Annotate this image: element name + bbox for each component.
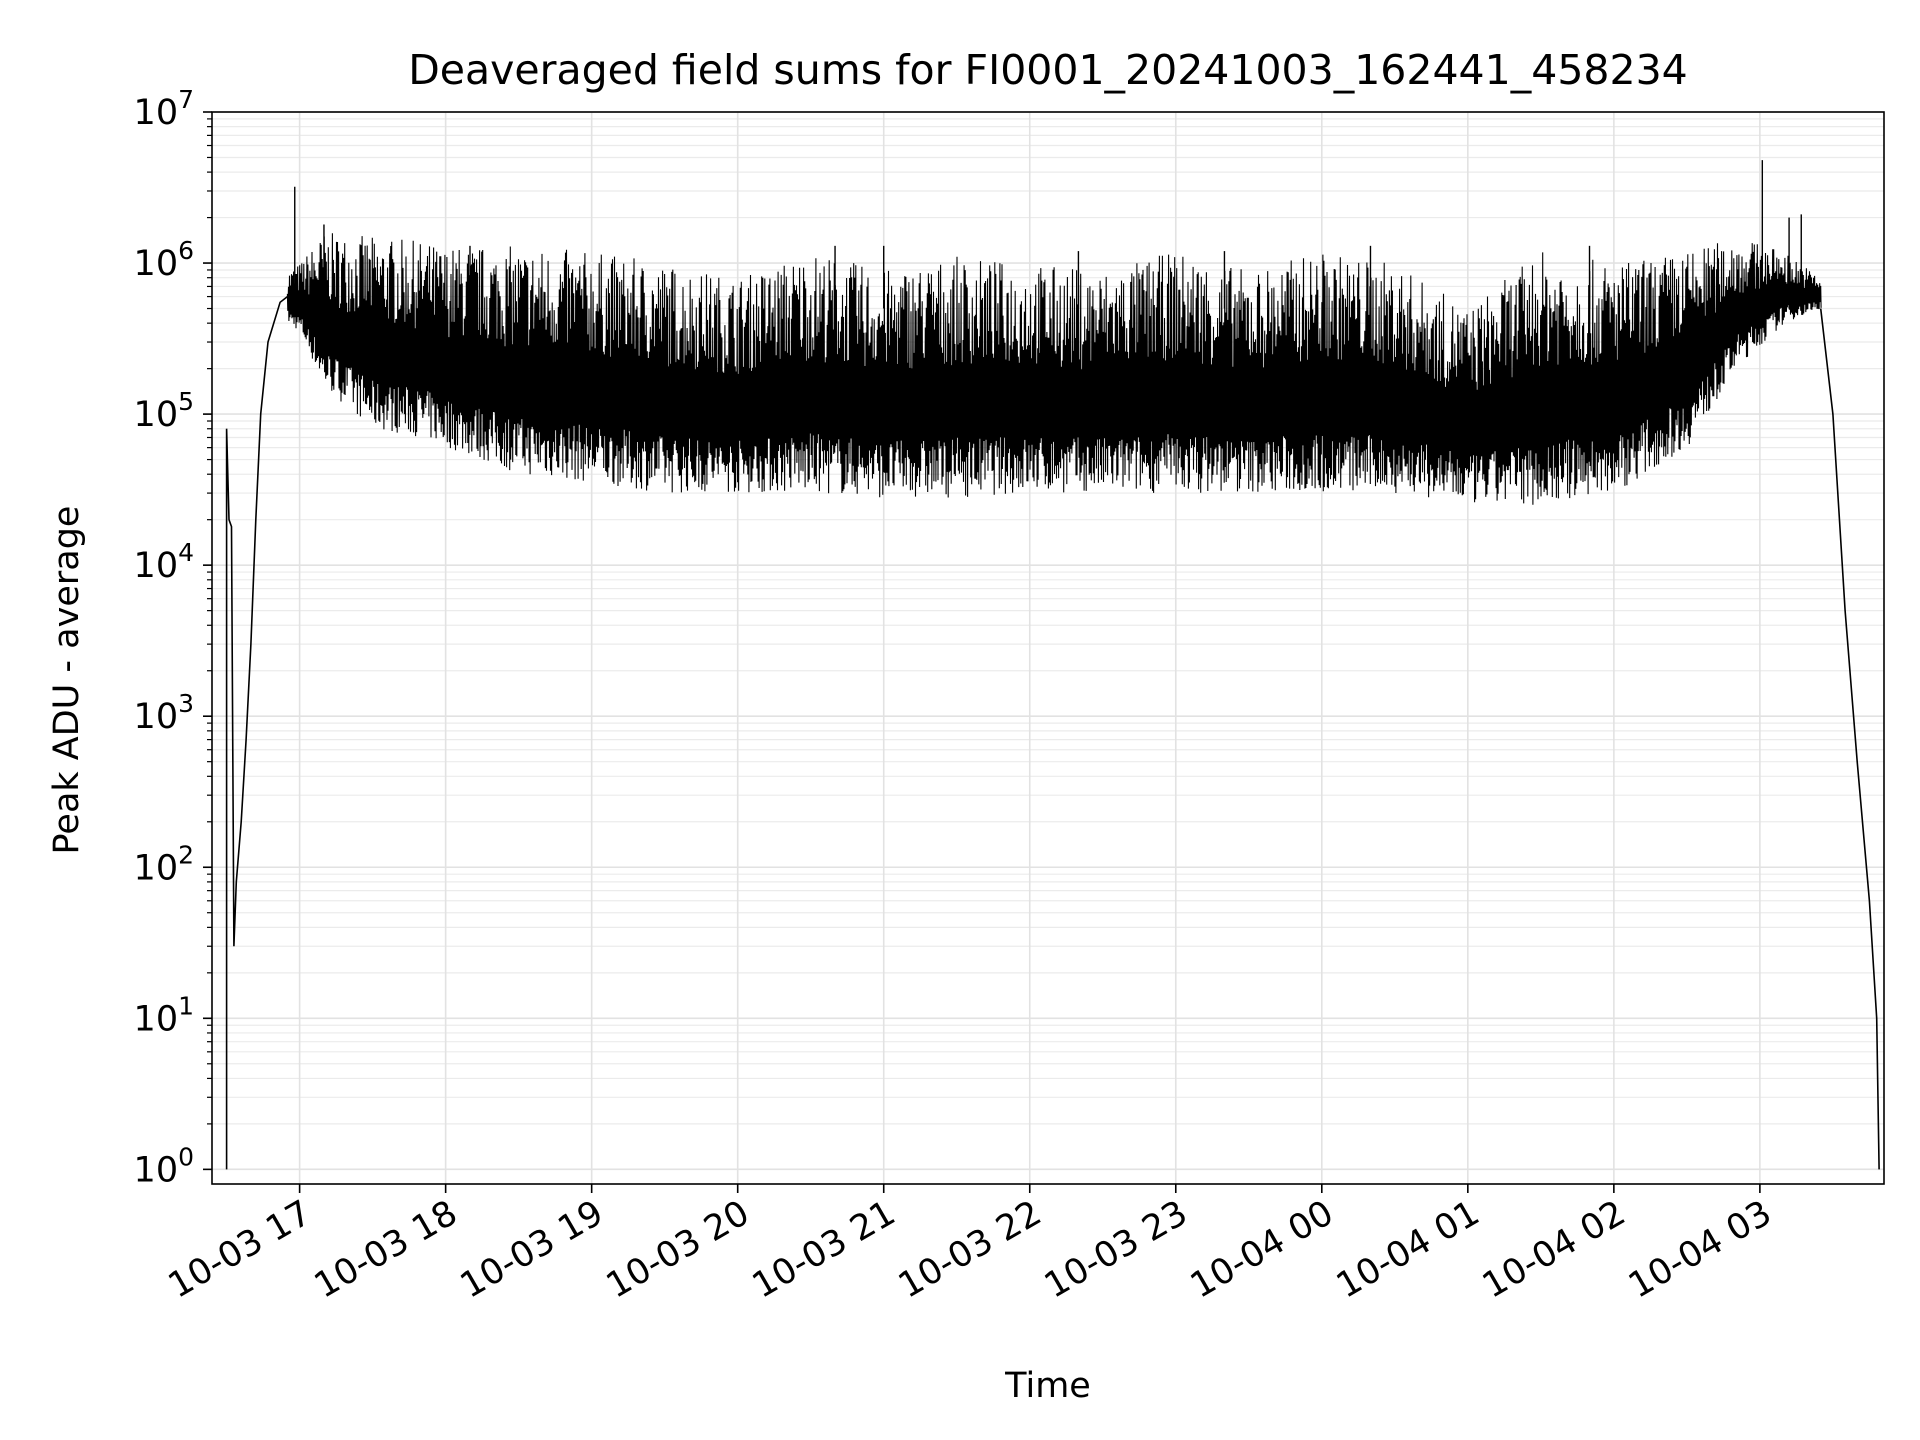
x-axis-label: Time xyxy=(1004,1366,1091,1406)
y-axis: 100 101 102 103 104 105 106 107 xyxy=(134,85,212,1190)
y-tick-label: 100 xyxy=(134,1142,194,1190)
plot-area-frame xyxy=(211,111,1885,1185)
y-tick-label: 104 xyxy=(134,538,194,586)
chart-title: Deaveraged field sums for FI0001_2024100… xyxy=(408,46,1688,94)
y-axis-label: Peak ADU - average xyxy=(47,506,87,855)
y-tick-label: 103 xyxy=(134,689,194,737)
y-tick-label: 102 xyxy=(134,840,194,888)
y-tick-label: 101 xyxy=(134,991,194,1039)
data-band-trace xyxy=(286,233,1822,505)
y-tick-label: 106 xyxy=(134,236,194,284)
data-line xyxy=(225,160,1880,1170)
data-band xyxy=(286,233,1822,505)
data-line-rise xyxy=(225,285,298,1170)
data-line-fall xyxy=(1819,308,1880,1170)
y-tick-label: 107 xyxy=(134,85,194,133)
y-tick-label: 105 xyxy=(134,387,194,435)
